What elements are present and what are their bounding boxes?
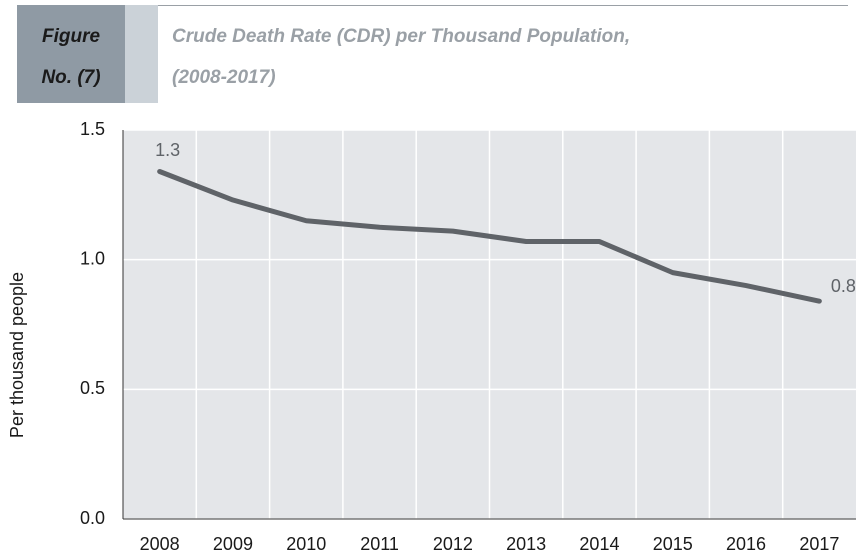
chart-title: Crude Death Rate (CDR) per Thousand Popu…: [172, 26, 630, 47]
y-axis-label: Per thousand people: [7, 272, 27, 438]
figure-box: [17, 5, 125, 103]
figure-label: Figure: [42, 26, 100, 47]
figure-strip: [125, 5, 158, 103]
chart-title: (2008-2017): [172, 67, 276, 88]
x-tick-label: 2013: [506, 534, 546, 554]
x-tick-label: 2017: [799, 534, 839, 554]
x-tick-label: 2008: [140, 534, 180, 554]
x-tick-label: 2012: [433, 534, 473, 554]
data-line: [157, 168, 822, 304]
figure-label: No. (7): [41, 67, 100, 88]
x-tick-label: 2011: [360, 534, 399, 554]
y-tick-label: 1.0: [80, 248, 105, 268]
x-tick-label: 2016: [726, 534, 766, 554]
y-tick-label: 0.5: [80, 378, 105, 398]
y-tick-label: 1.5: [80, 119, 105, 139]
data-label: 0.8: [831, 276, 856, 296]
x-tick-label: 2014: [579, 534, 619, 554]
x-tick-label: 2010: [286, 534, 326, 554]
y-tick-label: 0.0: [80, 508, 105, 528]
x-tick-label: 2015: [653, 534, 693, 554]
x-tick-label: 2009: [213, 534, 253, 554]
data-label: 1.3: [155, 140, 180, 160]
